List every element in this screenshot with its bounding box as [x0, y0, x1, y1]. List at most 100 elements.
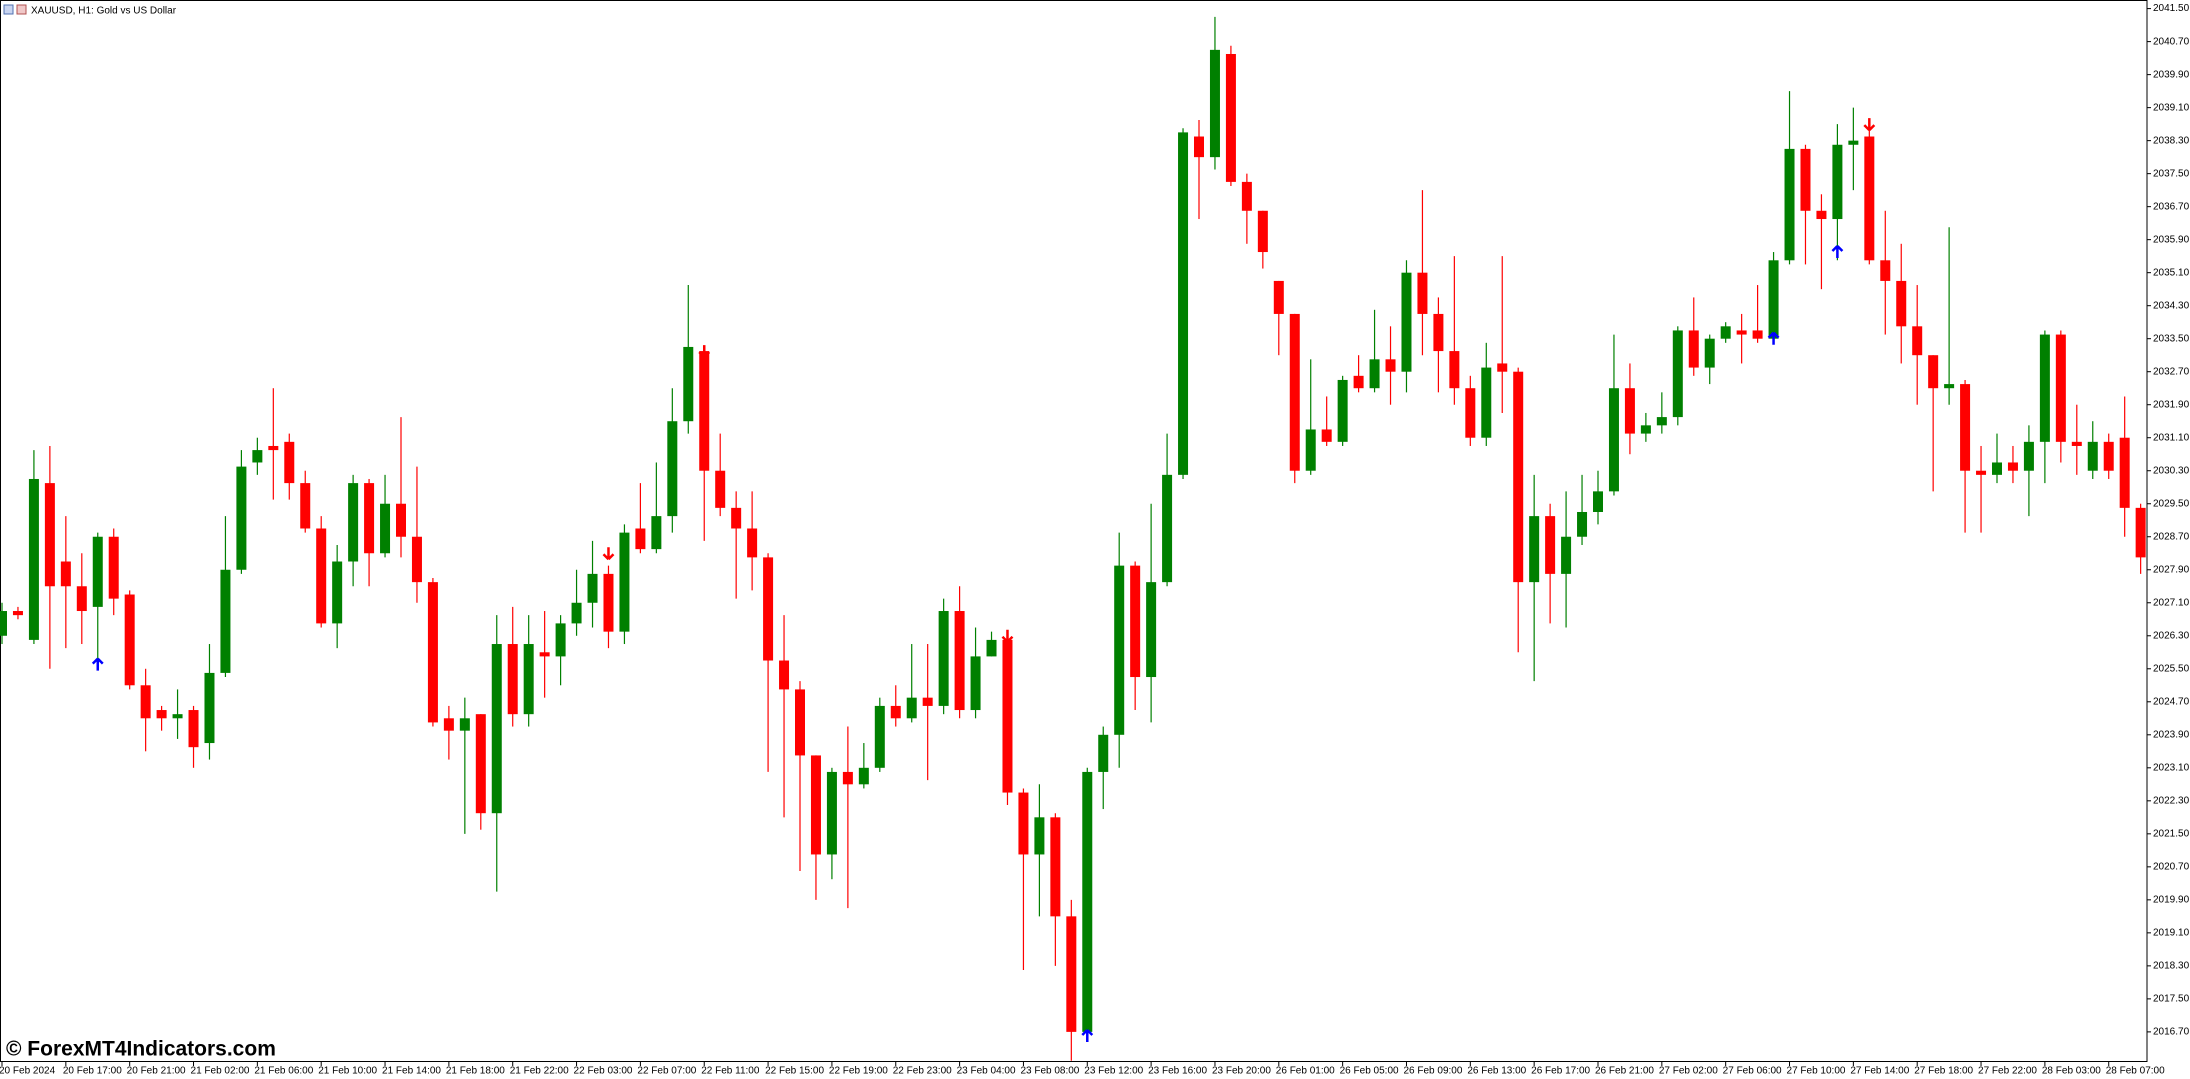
candle-body: [188, 710, 199, 748]
candle-body: [1976, 470, 1987, 475]
candle-body: [300, 483, 311, 529]
candle-body: [1241, 181, 1252, 211]
candle-body: [2103, 441, 2114, 471]
candle-body: [1178, 132, 1189, 475]
candle-body: [76, 586, 87, 612]
candle-body: [571, 602, 582, 624]
candle-body: [747, 528, 758, 558]
x-tick-label: 21 Feb 10:00: [318, 1066, 377, 1077]
x-tick-label: 27 Feb 02:00: [1659, 1066, 1718, 1077]
candle-body: [1545, 516, 1556, 574]
y-tick-label: 2035.10: [2153, 267, 2190, 278]
candle-body: [1864, 136, 1875, 261]
candle-body: [667, 421, 678, 517]
x-tick-label: 22 Feb 19:00: [829, 1066, 888, 1077]
candle-body: [1593, 491, 1603, 512]
x-tick-label: 21 Feb 06:00: [254, 1066, 313, 1077]
candle-body: [1768, 260, 1779, 339]
candle-body: [1114, 565, 1125, 735]
candle-body: [1066, 916, 1077, 1032]
candle-body: [156, 710, 167, 719]
candle-body: [587, 573, 598, 603]
candle-body: [108, 536, 119, 599]
candle-body: [507, 644, 518, 715]
candle-body: [380, 503, 391, 554]
y-tick-label: 2032.70: [2153, 366, 2190, 377]
y-tick-label: 2020.70: [2153, 861, 2190, 872]
x-tick-label: 22 Feb 11:00: [701, 1066, 760, 1077]
candle-body: [1273, 280, 1284, 314]
y-tick-label: 2033.50: [2153, 333, 2190, 344]
buy-arrow: [1081, 1029, 1094, 1043]
x-tick-label: 20 Feb 17:00: [63, 1066, 122, 1077]
candle-body: [427, 582, 438, 723]
candle-body: [874, 705, 885, 768]
buy-arrow: [91, 657, 104, 671]
candle-body: [1194, 136, 1204, 158]
candle-body: [1832, 144, 1843, 220]
x-tick-label: 20 Feb 21:00: [127, 1066, 186, 1077]
candle-body: [284, 441, 295, 484]
candle-body: [459, 718, 470, 731]
y-tick-label: 2031.90: [2153, 399, 2190, 410]
candle-body: [1082, 771, 1093, 1032]
y-tick-label: 2040.70: [2153, 36, 2190, 47]
buy-arrow: [1767, 331, 1780, 345]
x-tick-label: 22 Feb 15:00: [765, 1066, 824, 1077]
candle-body: [1960, 384, 1971, 471]
candle-body: [1162, 474, 1173, 583]
candle-body: [619, 532, 630, 632]
candle-body: [1034, 817, 1045, 855]
x-tick-label: 27 Feb 18:00: [1914, 1066, 1973, 1077]
candle-body: [1353, 375, 1364, 389]
candle-body: [1736, 330, 1747, 335]
candle-body: [1449, 351, 1460, 389]
candle-body: [683, 346, 694, 422]
x-tick-label: 26 Feb 01:00: [1276, 1066, 1335, 1077]
candle-body: [1369, 359, 1380, 389]
x-tick-label: 26 Feb 05:00: [1340, 1066, 1399, 1077]
x-tick-label: 27 Feb 14:00: [1850, 1066, 1909, 1077]
candle-body: [954, 611, 965, 711]
x-tick-label: 22 Feb 03:00: [574, 1066, 633, 1077]
y-tick-label: 2028.70: [2153, 531, 2190, 542]
candle-body: [1912, 326, 1923, 356]
sell-arrow: [698, 345, 711, 358]
candle-body: [1624, 388, 1635, 434]
candle-body: [1481, 367, 1492, 438]
candle-body: [1720, 326, 1731, 339]
candle-body: [1433, 313, 1444, 352]
y-tick-label: 2022.30: [2153, 795, 2190, 806]
y-tick-label: 2034.30: [2153, 300, 2190, 311]
candle-body: [1529, 516, 1540, 583]
candle-body: [1337, 379, 1348, 442]
y-tick-label: 2021.50: [2153, 828, 2190, 839]
candle-body: [1848, 140, 1859, 145]
y-tick-label: 2023.90: [2153, 729, 2190, 740]
y-tick-label: 2017.50: [2153, 994, 2190, 1005]
candle-body: [140, 685, 151, 719]
candle-body: [1002, 639, 1013, 793]
y-tick-label: 2036.70: [2153, 201, 2190, 212]
candle-body: [411, 536, 422, 583]
candle-body: [2135, 507, 2146, 558]
candle-body: [2119, 437, 2130, 508]
candle-body: [1385, 359, 1396, 372]
candle-body: [795, 689, 805, 756]
icon: [16, 4, 27, 15]
candle-body: [603, 573, 614, 632]
candle-body: [1146, 582, 1157, 678]
x-tick-label: 21 Feb 02:00: [191, 1066, 250, 1077]
candle-body: [332, 561, 343, 624]
candle-body: [2039, 334, 2050, 442]
candle-body: [1656, 417, 1667, 426]
candle-body: [1577, 511, 1588, 537]
x-tick-label: 26 Feb 13:00: [1467, 1066, 1526, 1077]
sell-arrow: [1863, 118, 1876, 132]
candle-body: [28, 478, 39, 640]
candle-body: [12, 611, 23, 616]
x-tick-label: 26 Feb 09:00: [1403, 1066, 1462, 1077]
candle-body: [699, 351, 710, 471]
x-tick-label: 26 Feb 21:00: [1595, 1066, 1654, 1077]
